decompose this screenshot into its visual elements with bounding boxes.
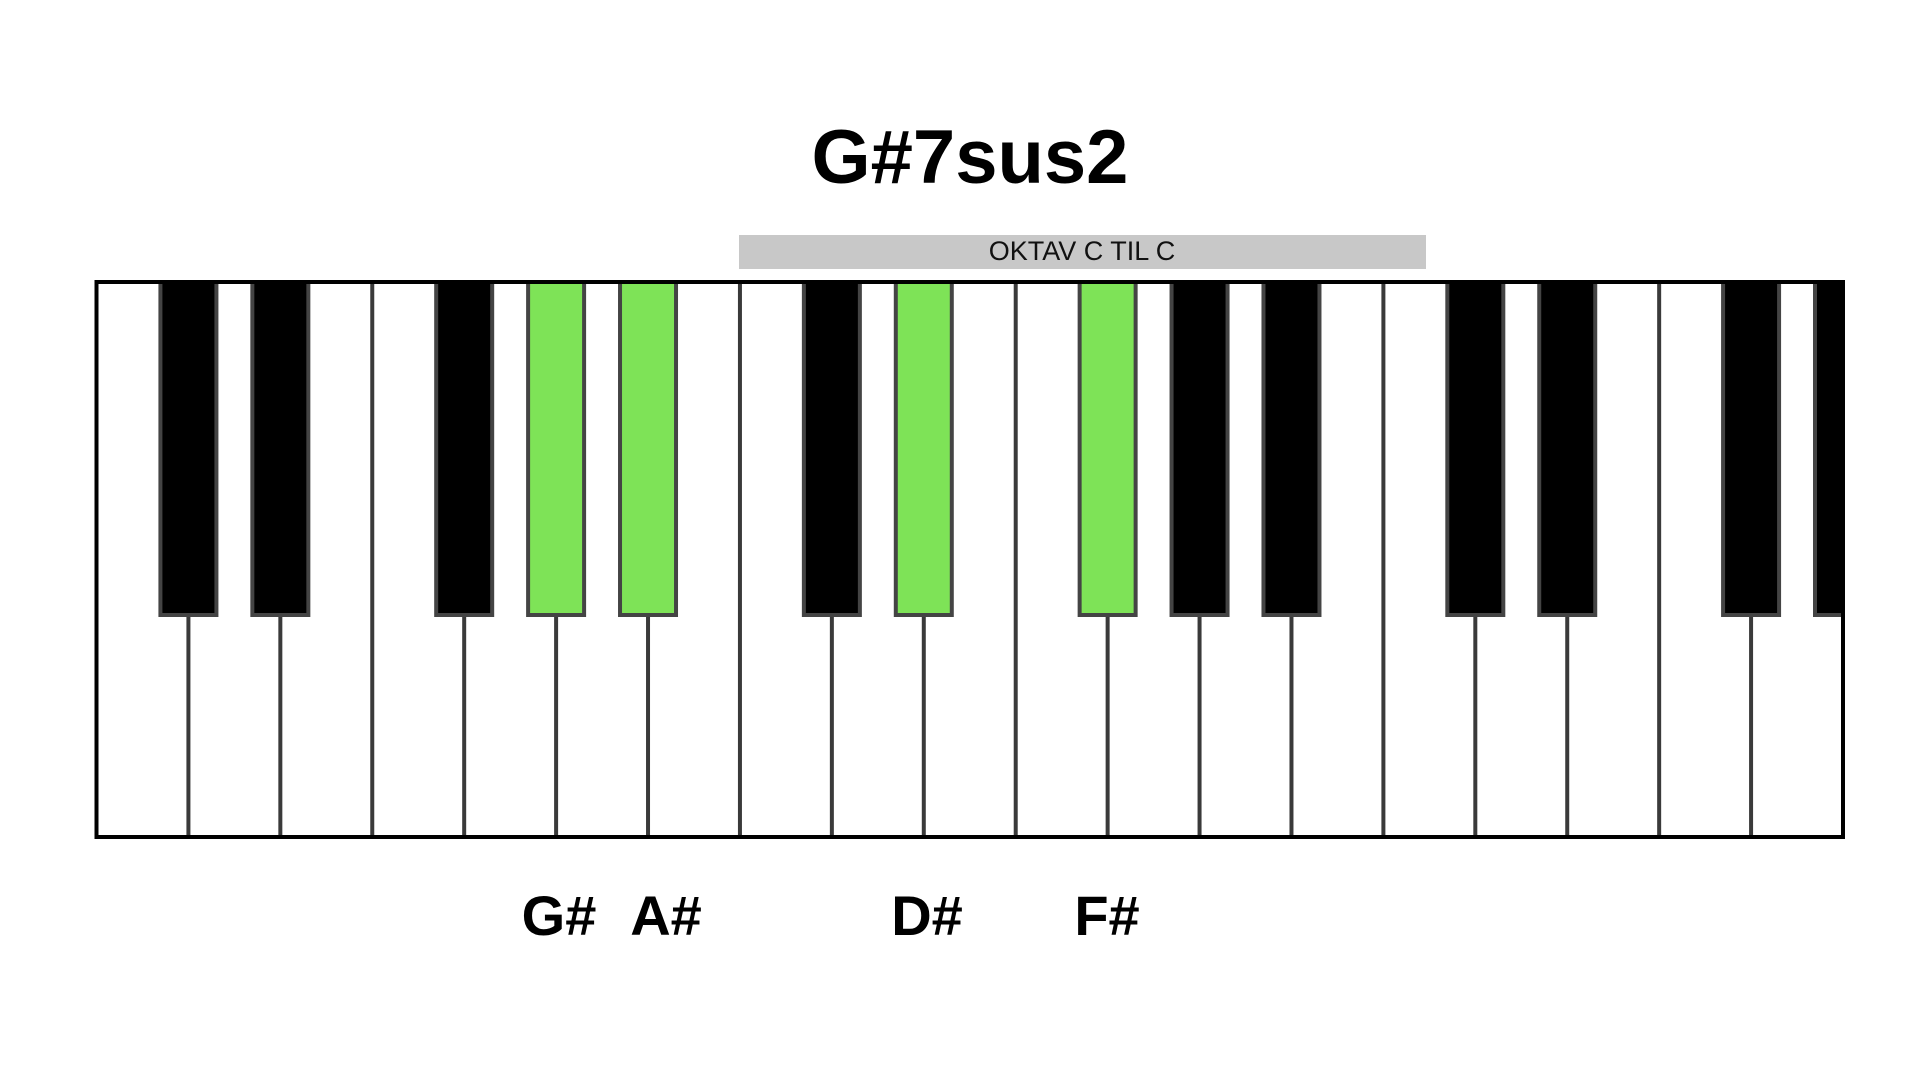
black-key bbox=[1813, 282, 1843, 617]
note-label: G# bbox=[522, 884, 597, 947]
keyboard bbox=[96, 282, 1843, 837]
black-key bbox=[1261, 282, 1322, 617]
chord-title: G#7sus2 bbox=[812, 115, 1129, 200]
black-key-highlighted bbox=[526, 282, 587, 617]
octave-banner-label: OKTAV C TIL C bbox=[989, 236, 1176, 266]
black-key bbox=[250, 282, 311, 617]
black-key bbox=[158, 282, 219, 617]
black-key bbox=[1445, 282, 1506, 617]
keyboard-border bbox=[94, 280, 1845, 839]
black-key bbox=[801, 282, 862, 617]
black-key bbox=[434, 282, 495, 617]
octave-banner bbox=[739, 235, 1426, 269]
black-key-highlighted bbox=[618, 282, 679, 617]
note-label: F# bbox=[1074, 884, 1139, 947]
black-key-highlighted bbox=[1077, 282, 1138, 617]
black-key bbox=[1169, 282, 1230, 617]
black-key bbox=[1537, 282, 1598, 617]
note-label: A# bbox=[630, 884, 702, 947]
black-key-highlighted bbox=[893, 282, 954, 617]
note-label: D# bbox=[891, 884, 963, 947]
black-key bbox=[1721, 282, 1782, 617]
